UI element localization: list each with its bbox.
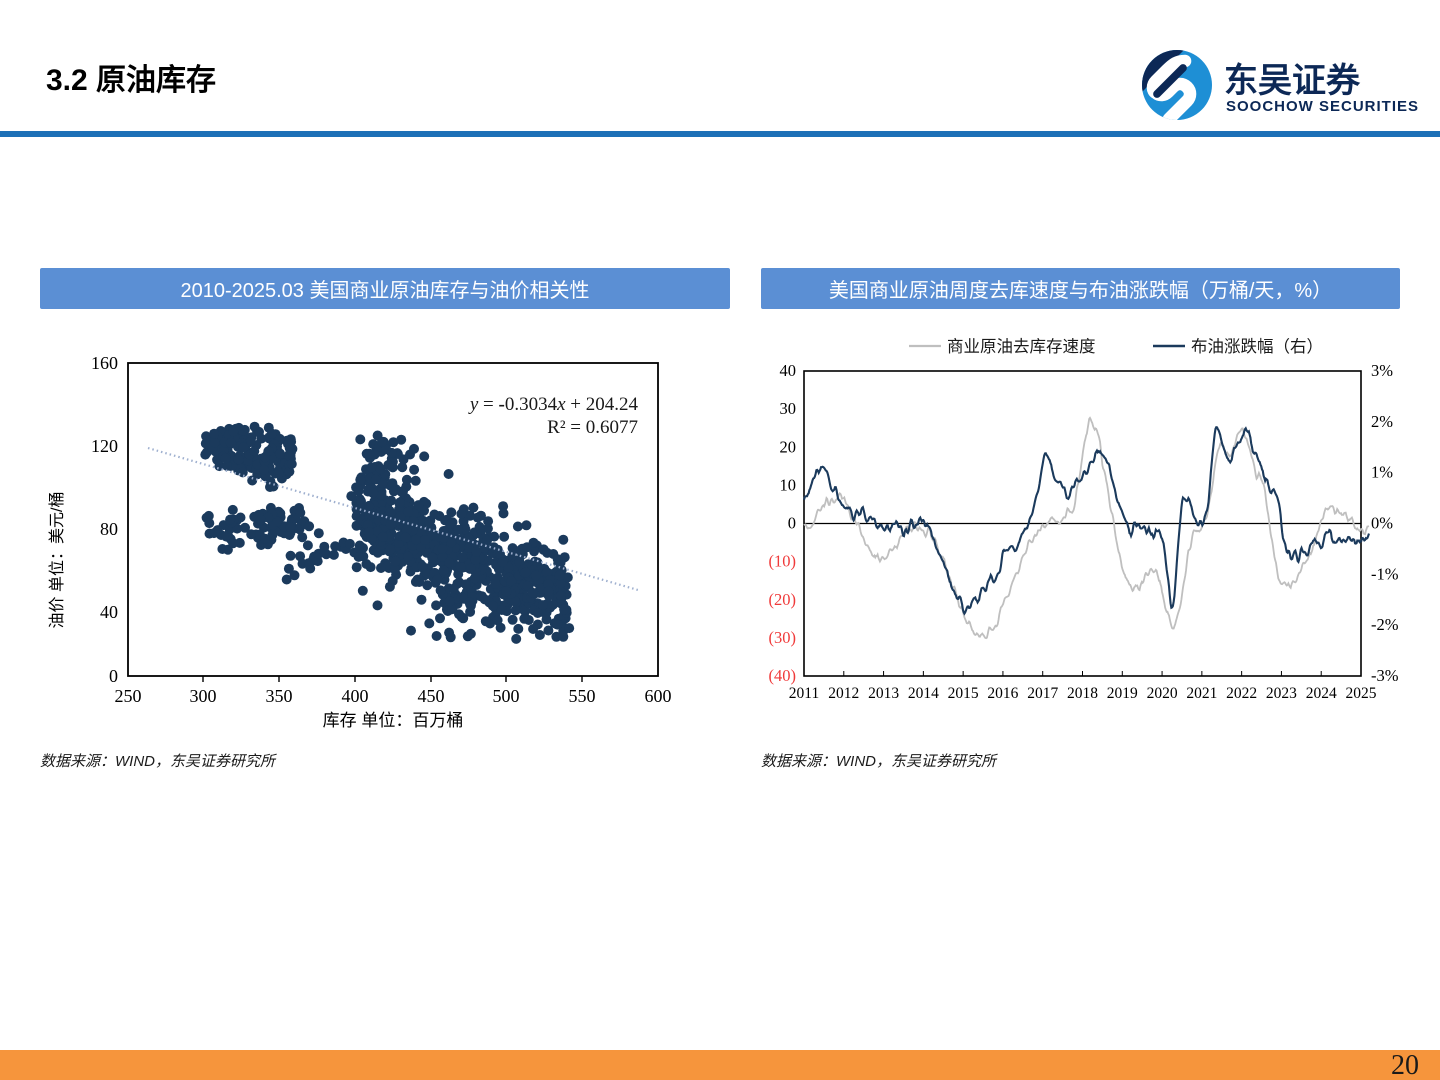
svg-text:600: 600 — [645, 686, 672, 706]
svg-text:20: 20 — [780, 437, 797, 456]
svg-text:1%: 1% — [1371, 463, 1393, 482]
svg-text:30: 30 — [780, 399, 797, 418]
svg-text:2012: 2012 — [828, 685, 859, 702]
svg-text:(10): (10) — [769, 552, 797, 571]
svg-text:油价 单位：美元/桶: 油价 单位：美元/桶 — [48, 492, 66, 629]
svg-text:2019: 2019 — [1107, 685, 1138, 702]
svg-text:3%: 3% — [1371, 361, 1393, 380]
svg-text:2013: 2013 — [868, 685, 899, 702]
svg-text:0: 0 — [788, 514, 796, 533]
svg-text:550: 550 — [569, 686, 596, 706]
svg-text:40: 40 — [780, 361, 797, 380]
svg-text:y = -0.3034x + 204.24: y = -0.3034x + 204.24 — [468, 394, 639, 415]
svg-text:商业原油去库存速度: 商业原油去库存速度 — [947, 337, 1096, 356]
svg-text:2023: 2023 — [1266, 685, 1297, 702]
svg-text:120: 120 — [91, 436, 118, 456]
svg-text:80: 80 — [100, 519, 118, 539]
svg-text:库存 单位：百万桶: 库存 单位：百万桶 — [323, 711, 464, 730]
svg-text:350: 350 — [266, 686, 293, 706]
svg-text:2020: 2020 — [1147, 685, 1178, 702]
svg-text:2015: 2015 — [948, 685, 979, 702]
svg-text:-1%: -1% — [1371, 564, 1399, 583]
svg-text:2024: 2024 — [1306, 685, 1337, 702]
svg-text:-3%: -3% — [1371, 666, 1399, 685]
svg-text:500: 500 — [493, 686, 520, 706]
svg-text:东吴证券: 东吴证券 — [1224, 61, 1361, 100]
svg-text:2022: 2022 — [1226, 685, 1257, 702]
svg-text:2021: 2021 — [1186, 685, 1217, 702]
svg-text:(30): (30) — [769, 628, 797, 647]
svg-text:2025: 2025 — [1346, 685, 1377, 702]
svg-text:2014: 2014 — [908, 685, 939, 702]
svg-text:300: 300 — [190, 686, 217, 706]
svg-text:40: 40 — [100, 602, 118, 622]
svg-text:450: 450 — [418, 686, 445, 706]
svg-text:0%: 0% — [1371, 514, 1393, 533]
svg-text:R² = 0.6077: R² = 0.6077 — [547, 417, 638, 438]
svg-text:2%: 2% — [1371, 412, 1393, 431]
svg-text:布油涨跌幅（右）: 布油涨跌幅（右） — [1191, 337, 1323, 356]
svg-text:(40): (40) — [769, 666, 797, 685]
svg-text:SOOCHOW SECURITIES: SOOCHOW SECURITIES — [1226, 98, 1419, 115]
svg-text:250: 250 — [115, 686, 142, 706]
svg-text:2011: 2011 — [789, 685, 819, 702]
svg-text:10: 10 — [780, 475, 797, 494]
svg-text:(20): (20) — [769, 590, 797, 609]
svg-text:400: 400 — [342, 686, 369, 706]
svg-text:160: 160 — [91, 353, 118, 373]
svg-text:2017: 2017 — [1027, 685, 1058, 702]
svg-text:-2%: -2% — [1371, 615, 1399, 634]
svg-text:2018: 2018 — [1067, 685, 1098, 702]
svg-text:2016: 2016 — [987, 685, 1018, 702]
svg-text:0: 0 — [109, 666, 118, 686]
